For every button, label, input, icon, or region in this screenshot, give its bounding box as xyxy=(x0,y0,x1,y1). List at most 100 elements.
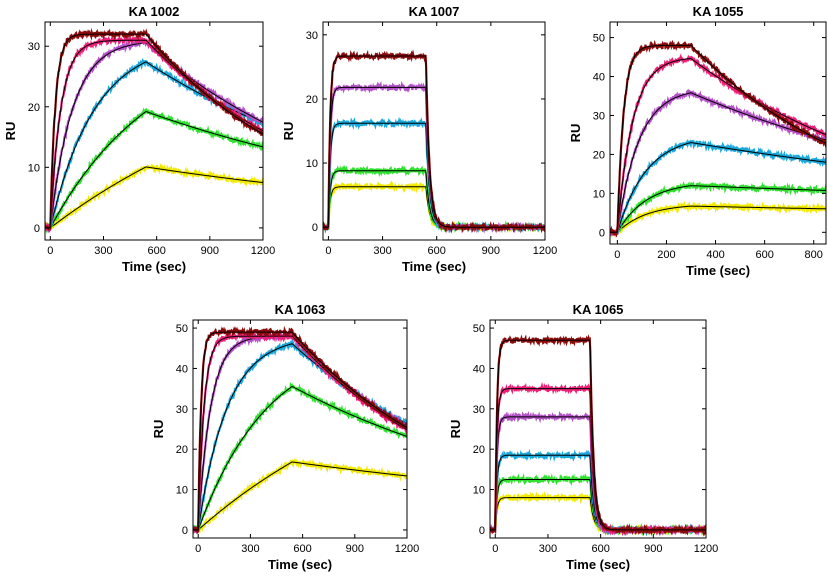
fit-line xyxy=(193,461,407,531)
x-tick-label: 300 xyxy=(94,245,112,257)
data-series-magenta xyxy=(610,53,826,237)
y-tick-label: 50 xyxy=(473,323,485,335)
y-tick-label: 30 xyxy=(593,110,605,122)
y-axis-label: RU xyxy=(3,122,18,141)
plot-area xyxy=(610,39,826,239)
y-tick-label: 0 xyxy=(312,222,318,234)
x-tick-label: 300 xyxy=(539,543,557,555)
x-tick-label: 600 xyxy=(591,543,609,555)
y-tick-label: 20 xyxy=(473,444,485,456)
fit-line xyxy=(323,55,545,228)
plot-area xyxy=(490,333,706,537)
y-tick-label: 50 xyxy=(593,33,605,45)
y-axis-label: RU xyxy=(568,124,583,143)
chart-title: KA 1065 xyxy=(573,302,624,317)
chart-panel: 0 300 600 900 1200 0 10 20 30 40 50 KA 1063 Time (se… xyxy=(151,302,419,572)
y-tick-label: 10 xyxy=(593,188,605,200)
y-tick-label: 20 xyxy=(306,94,318,106)
fit-line xyxy=(45,33,263,229)
y-axis-label: RU xyxy=(151,420,166,439)
x-tick-label: 1200 xyxy=(251,245,275,257)
plot-area xyxy=(323,49,545,234)
plot-area xyxy=(193,325,407,535)
x-tick-label: 0 xyxy=(195,543,201,555)
chart-panel: 0 200 400 600 800 0 10 20 30 40 50 KA 1055 Time (sec… xyxy=(568,4,827,278)
x-tick-label: 900 xyxy=(201,245,219,257)
fit-line xyxy=(610,57,826,233)
x-axis-label: Time (sec) xyxy=(122,259,186,274)
x-tick-label: 600 xyxy=(428,245,446,257)
x-tick-label: 900 xyxy=(644,543,662,555)
x-axis-label: Time (sec) xyxy=(268,557,332,572)
x-tick-label: 600 xyxy=(755,249,773,261)
y-tick-label: 20 xyxy=(176,444,188,456)
y-tick-label: 20 xyxy=(28,102,40,114)
y-tick-label: 10 xyxy=(473,485,485,497)
fit-line xyxy=(490,339,706,531)
x-tick-label: 900 xyxy=(482,245,500,257)
data-series-darkred xyxy=(45,27,263,231)
data-series-cyan xyxy=(610,138,826,236)
y-tick-label: 20 xyxy=(593,149,605,161)
x-tick-label: 300 xyxy=(241,543,259,555)
x-tick-label: 0 xyxy=(47,245,53,257)
y-tick-label: 40 xyxy=(473,363,485,375)
y-axis-label: RU xyxy=(281,122,296,141)
y-tick-label: 0 xyxy=(479,525,485,537)
x-tick-label: 600 xyxy=(147,245,165,257)
x-tick-label: 0 xyxy=(614,249,620,261)
y-tick-label: 10 xyxy=(28,162,40,174)
x-tick-label: 0 xyxy=(492,543,498,555)
fit-line xyxy=(610,44,826,233)
fit-line xyxy=(610,205,826,233)
x-axis-label: Time (sec) xyxy=(402,259,466,274)
x-tick-label: 1200 xyxy=(694,543,718,555)
plot-frame xyxy=(322,21,546,241)
plot-frame xyxy=(489,319,707,539)
x-tick-label: 300 xyxy=(373,245,391,257)
y-tick-label: 40 xyxy=(593,72,605,84)
x-tick-label: 1200 xyxy=(395,543,419,555)
y-tick-label: 0 xyxy=(599,227,605,239)
chart-panel: 0 300 600 900 1200 0 10 20 30 40 50 KA 1065 Time (se… xyxy=(448,302,718,572)
x-tick-label: 1200 xyxy=(533,245,557,257)
data-series-cyan xyxy=(45,57,263,232)
y-tick-label: 50 xyxy=(176,323,188,335)
fit-line xyxy=(610,92,826,233)
fit-line xyxy=(45,61,263,229)
fit-line xyxy=(193,343,407,531)
fit-line xyxy=(193,335,407,531)
data-series-purple xyxy=(610,88,826,236)
x-tick-label: 900 xyxy=(346,543,364,555)
x-tick-label: 800 xyxy=(805,249,823,261)
data-series-green xyxy=(45,107,263,234)
chart-title: KA 1007 xyxy=(409,4,460,19)
data-series-magenta xyxy=(193,330,407,533)
fit-line xyxy=(193,331,407,531)
y-tick-label: 30 xyxy=(28,41,40,53)
data-series-yellow xyxy=(45,163,263,233)
chart-title: KA 1063 xyxy=(275,302,326,317)
x-tick-label: 400 xyxy=(706,249,724,261)
y-tick-label: 0 xyxy=(34,223,40,235)
y-tick-label: 10 xyxy=(176,485,188,497)
x-axis-label: Time (sec) xyxy=(566,557,630,572)
y-tick-label: 0 xyxy=(182,525,188,537)
x-tick-label: 200 xyxy=(657,249,675,261)
plot-frame xyxy=(609,21,827,245)
x-tick-label: 0 xyxy=(325,245,331,257)
data-series-darkred xyxy=(490,333,706,537)
fit-line xyxy=(193,385,407,531)
data-series-darkred xyxy=(610,39,826,238)
y-tick-label: 30 xyxy=(473,404,485,416)
fit-line xyxy=(45,166,263,229)
y-tick-label: 40 xyxy=(176,363,188,375)
fit-line xyxy=(193,335,407,531)
chart-panel: 0 300 600 900 1200 0 10 20 30 KA 1007 Time (sec) RU xyxy=(281,4,557,274)
y-tick-label: 10 xyxy=(306,158,318,170)
fit-line xyxy=(610,185,826,233)
fit-line xyxy=(45,111,263,229)
plot-frame xyxy=(192,319,408,539)
data-series-yellow xyxy=(193,457,407,535)
chart-title: KA 1002 xyxy=(129,4,180,19)
